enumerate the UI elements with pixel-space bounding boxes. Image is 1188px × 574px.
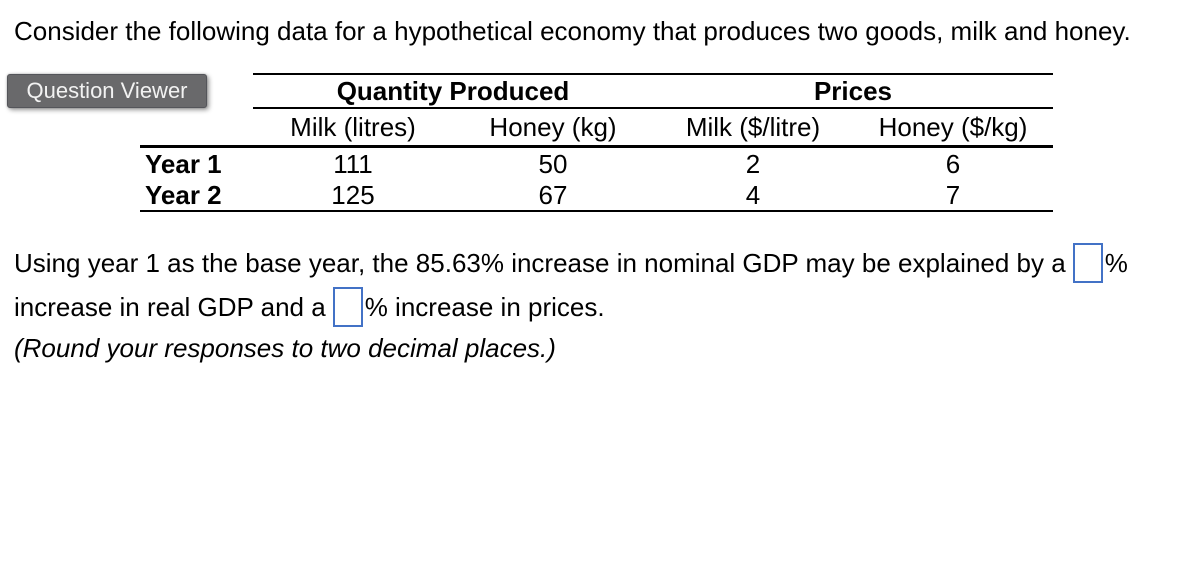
group-header-prices: Prices (813, 76, 893, 106)
table-column-header-row: Milk (litres) Honey (kg) Milk ($/litre) … (140, 109, 1053, 145)
cell-year1-honey-quantity: 50 (538, 148, 568, 179)
column-header-honey-quantity: Honey (kg) (489, 112, 617, 142)
cell-year2-honey-price: 7 (945, 179, 961, 210)
row-label-year-2: Year 2 (145, 179, 222, 210)
cell-year1-milk-price: 2 (745, 148, 761, 179)
table-group-header-row: Quantity Produced Prices (140, 75, 1053, 107)
question-line-1: Using year 1 as the base year, the 85.63… (14, 243, 1128, 283)
gdp-table: Quantity Produced Prices Milk (litres) H… (140, 73, 1053, 212)
table-rule-heavy (140, 145, 1053, 148)
cell-year2-honey-quantity: 67 (538, 179, 568, 210)
rounding-note: (Round your responses to two decimal pla… (14, 333, 556, 363)
real-gdp-increase-input[interactable] (1072, 243, 1103, 283)
column-header-milk-quantity: Milk (litres) (290, 112, 416, 142)
question-intro-text: Consider the following data for a hypoth… (14, 16, 1131, 46)
table-row-year-2: Year 2 125 67 4 7 (140, 179, 1053, 210)
cell-year1-honey-price: 6 (945, 148, 961, 179)
question-line-1-text: Using year 1 as the base year, the 85.63… (14, 247, 1066, 278)
table-rule-top (253, 73, 1053, 75)
group-header-quantity-produced: Quantity Produced (336, 76, 570, 106)
table-rule-mid (253, 107, 1053, 109)
question-line-2-suffix: % increase in prices. (364, 291, 605, 322)
row-label-year-1: Year 1 (145, 148, 222, 179)
question-line-2-text: increase in real GDP and a (14, 291, 326, 322)
question-line-2: increase in real GDP and a % increase in … (14, 287, 605, 327)
column-header-honey-price: Honey ($/kg) (878, 112, 1028, 142)
cell-year2-milk-quantity: 125 (331, 179, 375, 210)
table-rule-bottom (140, 210, 1053, 212)
cell-year2-milk-price: 4 (745, 179, 761, 210)
column-header-milk-price: Milk ($/litre) (685, 112, 821, 142)
question-viewer-button[interactable]: Question Viewer (7, 74, 207, 108)
price-increase-input[interactable] (332, 287, 363, 327)
table-row-year-1: Year 1 111 50 2 6 (140, 148, 1053, 179)
cell-year1-milk-quantity: 111 (333, 148, 373, 179)
percent-sign: % (1104, 247, 1128, 278)
